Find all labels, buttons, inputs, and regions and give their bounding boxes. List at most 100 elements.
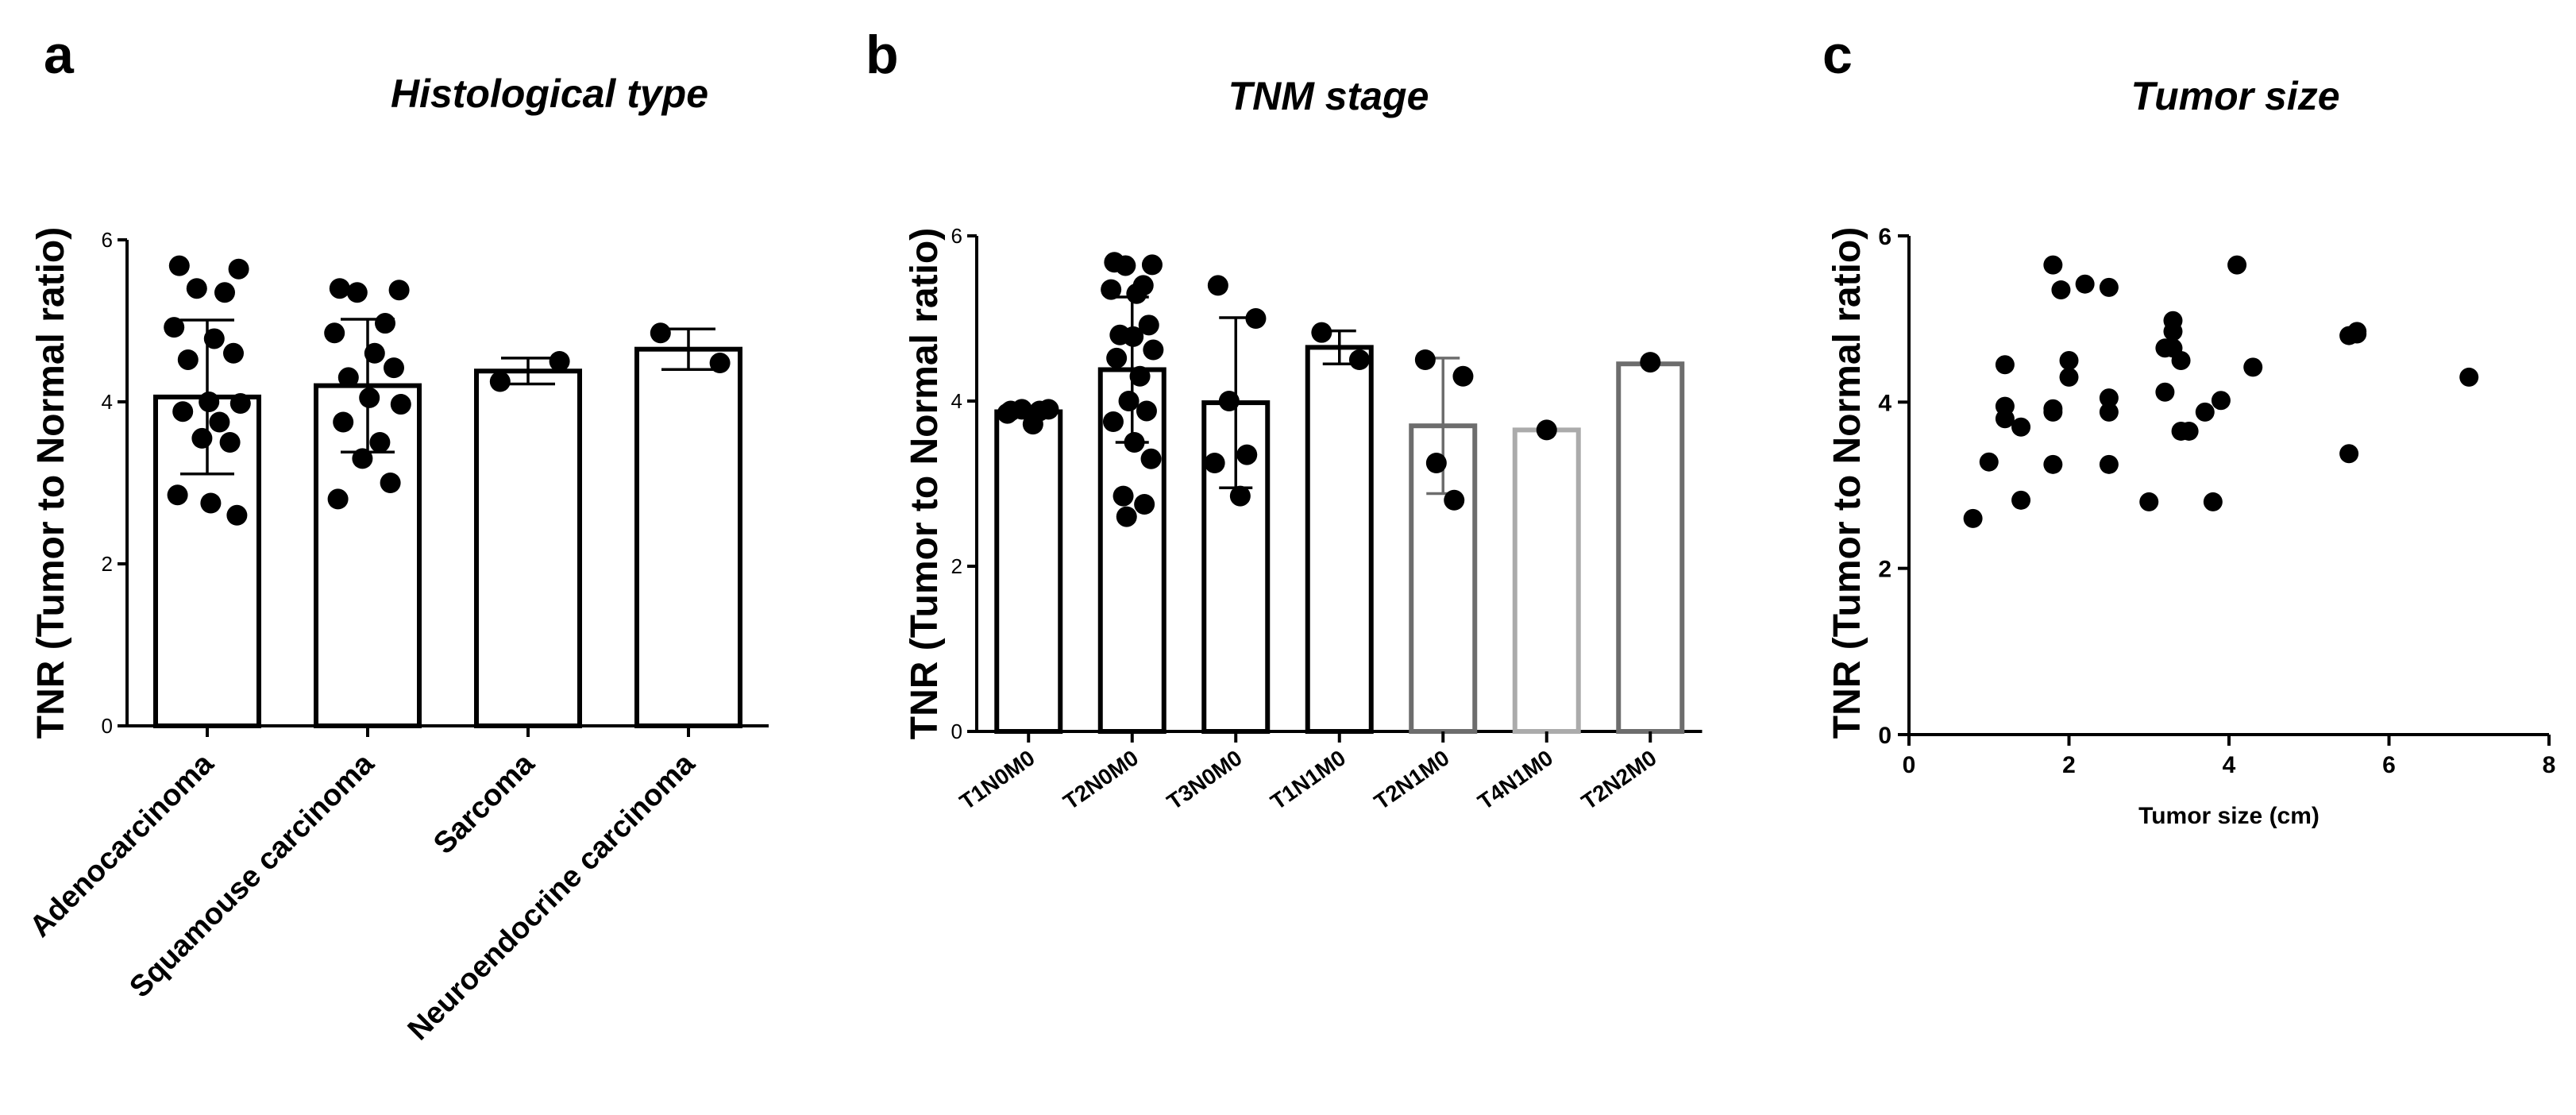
data-point (229, 393, 251, 415)
panel-a-title: Histological type (391, 71, 708, 116)
data-point (2011, 417, 2031, 437)
data-point (2203, 492, 2223, 511)
data-point (388, 280, 410, 301)
bar (1512, 427, 1581, 735)
data-point (203, 328, 225, 349)
data-point (1640, 352, 1661, 373)
data-point (359, 387, 380, 408)
data-point (2179, 421, 2199, 441)
data-point (380, 473, 401, 493)
y-tick-label: 0 (1878, 723, 1892, 749)
data-point (2059, 351, 2079, 370)
x-tick-label: 8 (2543, 752, 2556, 778)
data-point (2043, 402, 2063, 422)
bar (1305, 345, 1374, 734)
data-point (172, 401, 194, 422)
y-tick-label: 4 (951, 389, 962, 413)
y-tick-label: 6 (1878, 224, 1892, 250)
y-tick-label: 6 (951, 224, 962, 248)
data-point (2051, 280, 2071, 300)
data-point (177, 349, 199, 370)
data-point (167, 484, 188, 506)
data-point (1101, 279, 1122, 300)
data-point (1979, 452, 1999, 472)
data-point (329, 278, 350, 299)
data-point (1452, 365, 1474, 387)
data-point (219, 432, 241, 453)
data-point (209, 411, 230, 433)
data-point (2043, 454, 2063, 474)
panel-c-letter: c (1822, 25, 1853, 85)
y-tick-label: 4 (102, 390, 113, 414)
bar (474, 368, 582, 728)
y-tick-label: 0 (951, 720, 962, 743)
data-point (2155, 382, 2175, 402)
data-point (352, 448, 373, 469)
x-tick-label: 4 (2223, 752, 2236, 778)
data-point (228, 258, 249, 280)
data-point (1245, 308, 1267, 329)
data-point (489, 371, 511, 392)
y-axis-label: TNR (Tumor to Normal ratio) (904, 228, 946, 739)
data-point (1444, 489, 1465, 511)
panel-b-title: TNM stage (1228, 74, 1429, 118)
data-point (2195, 402, 2215, 422)
x-tick-label: T4N1M0 (1473, 746, 1557, 815)
data-point (2227, 255, 2247, 275)
data-point (2243, 357, 2263, 377)
data-point (199, 392, 220, 412)
data-point (324, 322, 345, 344)
data-point (375, 313, 395, 334)
x-tick-label: Sarcoma (427, 747, 542, 861)
x-tick-label: T3N0M0 (1163, 746, 1247, 815)
y-tick-label: 6 (102, 228, 113, 252)
x-tick-label: 6 (2382, 752, 2396, 778)
data-point (1218, 391, 1240, 411)
x-tick-label: T2N2M0 (1577, 746, 1661, 815)
y-axis-label: TNR (Tumor to Normal ratio) (30, 227, 72, 739)
data-point (200, 492, 222, 514)
data-point (2059, 367, 2079, 387)
data-point (1348, 349, 1370, 370)
data-point (1123, 326, 1144, 347)
data-point (650, 322, 671, 344)
data-point (2075, 274, 2095, 294)
data-point (2099, 388, 2119, 408)
y-tick-label: 4 (1878, 390, 1892, 416)
bar (994, 409, 1063, 735)
data-point (997, 403, 1018, 424)
data-point (1116, 506, 1137, 527)
bar (1616, 361, 1685, 734)
data-point (2211, 391, 2231, 411)
data-point (1236, 444, 1258, 465)
panel-c-title: Tumor size (2131, 74, 2339, 118)
data-point (2099, 277, 2119, 297)
panel-c-chart: 0 2 4 6 0 2 4 6 8 Tumor size (cm) TNR (Tumor to No… (1826, 224, 2555, 829)
data-point (2099, 402, 2119, 422)
x-tick-label: T2N0M0 (1059, 746, 1143, 815)
y-tick-label: 2 (102, 552, 113, 576)
y-axis-label: TNR (Tumor to Normal ratio) (1826, 227, 1868, 739)
data-point (1138, 314, 1159, 336)
data-point (1229, 485, 1251, 507)
data-point (186, 278, 207, 299)
x-tick-label: 0 (1903, 752, 1916, 778)
data-point (709, 353, 731, 374)
y-tick-label: 2 (1878, 557, 1892, 583)
data-point (223, 342, 244, 364)
data-point (1140, 448, 1162, 469)
data-point (1106, 347, 1128, 368)
data-point (346, 282, 368, 303)
y-tick-label: 2 (951, 554, 962, 578)
data-point (327, 488, 349, 510)
data-point (2099, 454, 2119, 474)
data-point (2171, 351, 2191, 370)
data-point (1022, 414, 1043, 435)
data-point (2459, 367, 2479, 387)
data-point (1124, 432, 1145, 453)
data-point (384, 357, 404, 379)
data-point (333, 411, 354, 433)
